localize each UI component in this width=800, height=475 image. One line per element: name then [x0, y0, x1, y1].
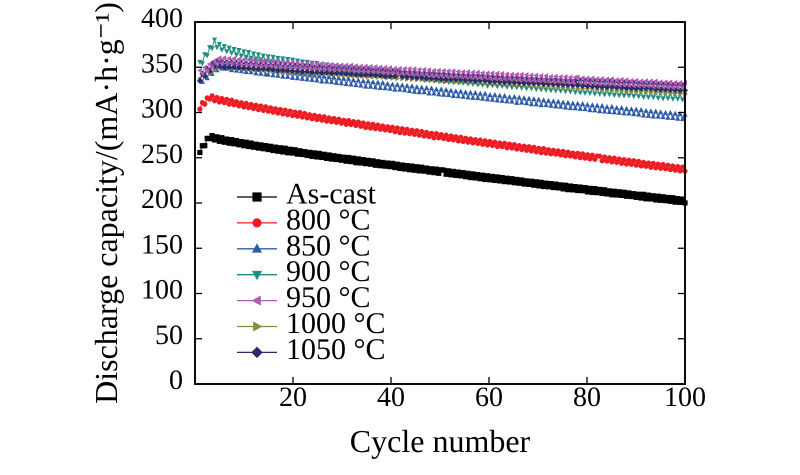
svg-text:100: 100: [664, 382, 706, 413]
svg-text:80: 80: [573, 382, 601, 413]
svg-text:250: 250: [141, 139, 183, 170]
svg-text:1050 °C: 1050 °C: [286, 333, 386, 366]
svg-text:Discharge capacity/(mA·h·g⁻¹): Discharge capacity/(mA·h·g⁻¹): [88, 2, 124, 404]
svg-text:Cycle number: Cycle number: [350, 423, 531, 459]
svg-text:100: 100: [141, 275, 183, 306]
svg-text:300: 300: [141, 94, 183, 125]
svg-text:200: 200: [141, 184, 183, 215]
svg-text:150: 150: [141, 229, 183, 260]
svg-text:60: 60: [475, 382, 503, 413]
svg-text:350: 350: [141, 48, 183, 79]
svg-text:50: 50: [155, 320, 183, 351]
svg-text:400: 400: [141, 3, 183, 34]
svg-text:20: 20: [279, 382, 307, 413]
svg-text:0: 0: [169, 365, 183, 396]
svg-text:40: 40: [377, 382, 405, 413]
